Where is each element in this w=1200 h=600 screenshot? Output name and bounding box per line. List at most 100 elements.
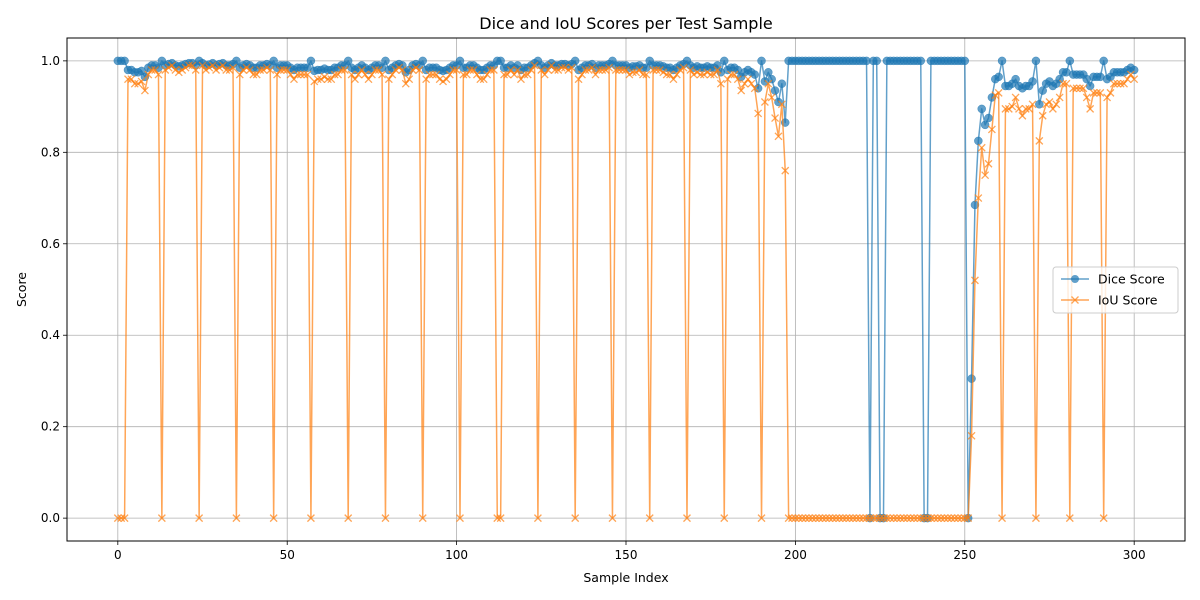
data-point <box>164 63 173 72</box>
data-point <box>120 56 129 66</box>
data-point <box>242 63 251 72</box>
data-point <box>428 70 437 79</box>
data-point <box>313 75 322 84</box>
x-tick-label: 50 <box>280 548 295 562</box>
data-point <box>401 79 410 88</box>
data-point <box>395 63 403 72</box>
data-point <box>889 514 898 523</box>
data-point <box>283 66 292 74</box>
data-point <box>882 514 891 523</box>
data-point <box>476 75 485 84</box>
data-point <box>605 63 614 72</box>
data-point <box>635 66 644 74</box>
data-point <box>317 75 326 84</box>
data-point <box>137 77 146 86</box>
data-point <box>286 70 295 79</box>
data-point <box>459 70 468 79</box>
data-point <box>340 66 349 74</box>
data-point <box>991 91 1000 100</box>
data-point <box>151 66 160 74</box>
data-point <box>174 68 183 77</box>
data-point <box>117 514 126 523</box>
data-point <box>1072 84 1081 93</box>
data-point <box>642 70 651 79</box>
data-point <box>974 194 983 203</box>
data-point <box>1116 79 1125 88</box>
data-point <box>168 61 176 70</box>
legend: Dice Score IoU Score <box>1052 266 1179 314</box>
data-point <box>195 514 204 523</box>
data-point <box>130 79 139 88</box>
data-point <box>1099 56 1108 66</box>
data-point <box>940 514 949 523</box>
data-point <box>191 66 200 74</box>
data-point <box>218 61 227 70</box>
data-point <box>411 63 420 72</box>
data-point <box>269 514 278 523</box>
data-point <box>493 514 502 523</box>
legend-item: Dice Score <box>1061 272 1165 287</box>
data-point <box>767 74 776 84</box>
data-point <box>198 61 207 70</box>
data-point <box>872 56 881 66</box>
data-point <box>554 66 563 74</box>
data-point <box>1055 74 1064 84</box>
data-point <box>777 79 787 88</box>
data-point <box>357 66 366 74</box>
data-point <box>760 98 769 106</box>
data-point <box>696 70 705 79</box>
legend-label: IoU Score <box>1098 293 1158 308</box>
data-point <box>903 514 912 523</box>
data-point <box>730 70 739 79</box>
data-point <box>351 75 359 84</box>
data-point <box>869 514 878 523</box>
data-point <box>215 63 224 72</box>
data-point <box>306 514 315 523</box>
data-point <box>835 514 844 523</box>
data-point <box>1018 111 1027 120</box>
data-point <box>1008 102 1017 111</box>
data-point <box>205 63 214 72</box>
data-point <box>300 70 309 79</box>
data-point <box>1126 70 1135 79</box>
data-point <box>1048 104 1057 113</box>
data-point <box>652 66 661 74</box>
data-point <box>154 70 163 79</box>
data-point <box>950 514 959 523</box>
data-point <box>581 66 590 74</box>
data-point <box>456 514 464 523</box>
data-point <box>649 66 658 74</box>
data-point <box>212 66 221 74</box>
data-point <box>683 514 691 523</box>
data-point <box>899 514 908 523</box>
data-point <box>245 66 254 74</box>
data-point <box>594 66 603 74</box>
data-point <box>737 86 746 95</box>
series-dice-score <box>113 56 1139 523</box>
x-tick-label: 300 <box>1123 548 1146 562</box>
data-point <box>310 77 319 86</box>
x-axis-label: Sample Index <box>583 570 668 585</box>
data-point <box>418 514 427 523</box>
y-tick-label: 1.0 <box>41 54 60 68</box>
data-point <box>449 66 458 74</box>
data-point <box>157 514 166 523</box>
data-point <box>418 56 427 66</box>
data-point <box>425 70 434 79</box>
data-point <box>330 70 339 79</box>
data-point <box>432 70 441 79</box>
data-point <box>374 66 383 74</box>
data-point <box>232 514 241 523</box>
data-point <box>757 514 766 523</box>
data-point <box>381 56 390 66</box>
data-point <box>256 66 265 74</box>
data-point <box>222 66 231 74</box>
data-point <box>852 514 861 523</box>
data-point <box>781 166 790 175</box>
data-point <box>967 374 976 383</box>
data-point <box>662 70 671 79</box>
data-point <box>818 514 827 523</box>
data-point <box>127 75 136 84</box>
data-point <box>784 514 793 523</box>
data-point <box>740 79 749 88</box>
